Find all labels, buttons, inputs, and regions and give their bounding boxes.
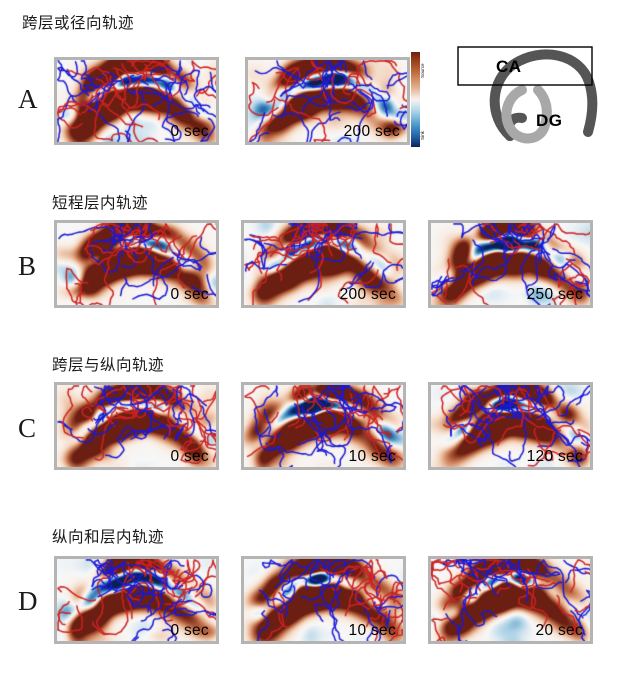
time-label: 120 sec — [526, 448, 583, 466]
row-letter-a: A — [18, 84, 38, 114]
panel-d-3[interactable]: 20 sec — [428, 556, 593, 644]
dg-band — [501, 85, 552, 144]
ca-band — [489, 49, 598, 141]
trajectory-overlay — [244, 559, 403, 641]
time-label: 0 sec — [170, 448, 209, 466]
hippocampus-svg — [457, 46, 598, 144]
row-title-d: 纵向和层内轨迹 — [52, 529, 165, 546]
row-title-c: 跨层与纵向轨迹 — [52, 357, 165, 374]
trajectory-overlay — [57, 385, 216, 467]
trajectory-overlay — [57, 223, 216, 305]
time-label: 200 sec — [343, 123, 400, 141]
trajectory-overlay — [244, 385, 403, 467]
figure-row-b: 短程层内轨迹 B 0 sec 200 sec 250 sec — [0, 190, 625, 325]
figure-row-a: 跨层或径向轨迹 A 0 sec 200 sec Source Sink — [0, 0, 625, 180]
panel-a-2[interactable]: 200 sec — [245, 57, 410, 145]
hippocampus-schematic: CA DG — [452, 44, 622, 154]
colorbar-label-source: Source — [420, 63, 425, 78]
panel-c-3[interactable]: 120 sec — [428, 382, 593, 470]
recording-region-box — [457, 46, 593, 86]
trajectory-overlay — [57, 60, 216, 142]
colorbar-gradient — [411, 52, 420, 147]
trajectory-overlay — [244, 223, 403, 305]
trajectory-overlay — [57, 559, 216, 641]
time-label: 10 sec — [348, 448, 396, 466]
row-title-b: 短程层内轨迹 — [52, 195, 149, 212]
time-label: 20 sec — [535, 622, 583, 640]
trajectory-overlay — [248, 60, 407, 142]
panel-b-3[interactable]: 250 sec — [428, 220, 593, 308]
figure-row-d: 纵向和层内轨迹 D 0 sec 10 sec 20 sec — [0, 522, 625, 662]
time-label: 250 sec — [526, 286, 583, 304]
colorbar-labels: Source Sink — [420, 52, 433, 147]
row-title-a: 跨层或径向轨迹 — [22, 15, 135, 32]
schematic-label-dg: DG — [536, 111, 563, 130]
panel-a-1[interactable]: 0 sec — [54, 57, 219, 145]
row-letter-d: D — [18, 586, 38, 616]
panel-b-1[interactable]: 0 sec — [54, 220, 219, 308]
trajectory-overlay — [431, 223, 590, 305]
colorbar-label-sink: Sink — [420, 131, 425, 140]
time-label: 0 sec — [170, 622, 209, 640]
time-label: 0 sec — [170, 123, 209, 141]
panel-c-1[interactable]: 0 sec — [54, 382, 219, 470]
panel-c-2[interactable]: 10 sec — [241, 382, 406, 470]
time-label: 200 sec — [339, 286, 396, 304]
trajectory-overlay — [431, 385, 590, 467]
panel-b-2[interactable]: 200 sec — [241, 220, 406, 308]
colorbar: Source Sink — [411, 52, 435, 147]
trajectory-overlay — [431, 559, 590, 641]
panel-d-1[interactable]: 0 sec — [54, 556, 219, 644]
time-label: 10 sec — [348, 622, 396, 640]
time-label: 0 sec — [170, 286, 209, 304]
schematic-label-ca: CA — [496, 57, 522, 76]
row-letter-b: B — [18, 251, 37, 281]
figure-row-c: 跨层与纵向轨迹 C 0 sec 10 sec 120 sec — [0, 352, 625, 487]
panel-d-2[interactable]: 10 sec — [241, 556, 406, 644]
row-letter-c: C — [18, 413, 37, 443]
